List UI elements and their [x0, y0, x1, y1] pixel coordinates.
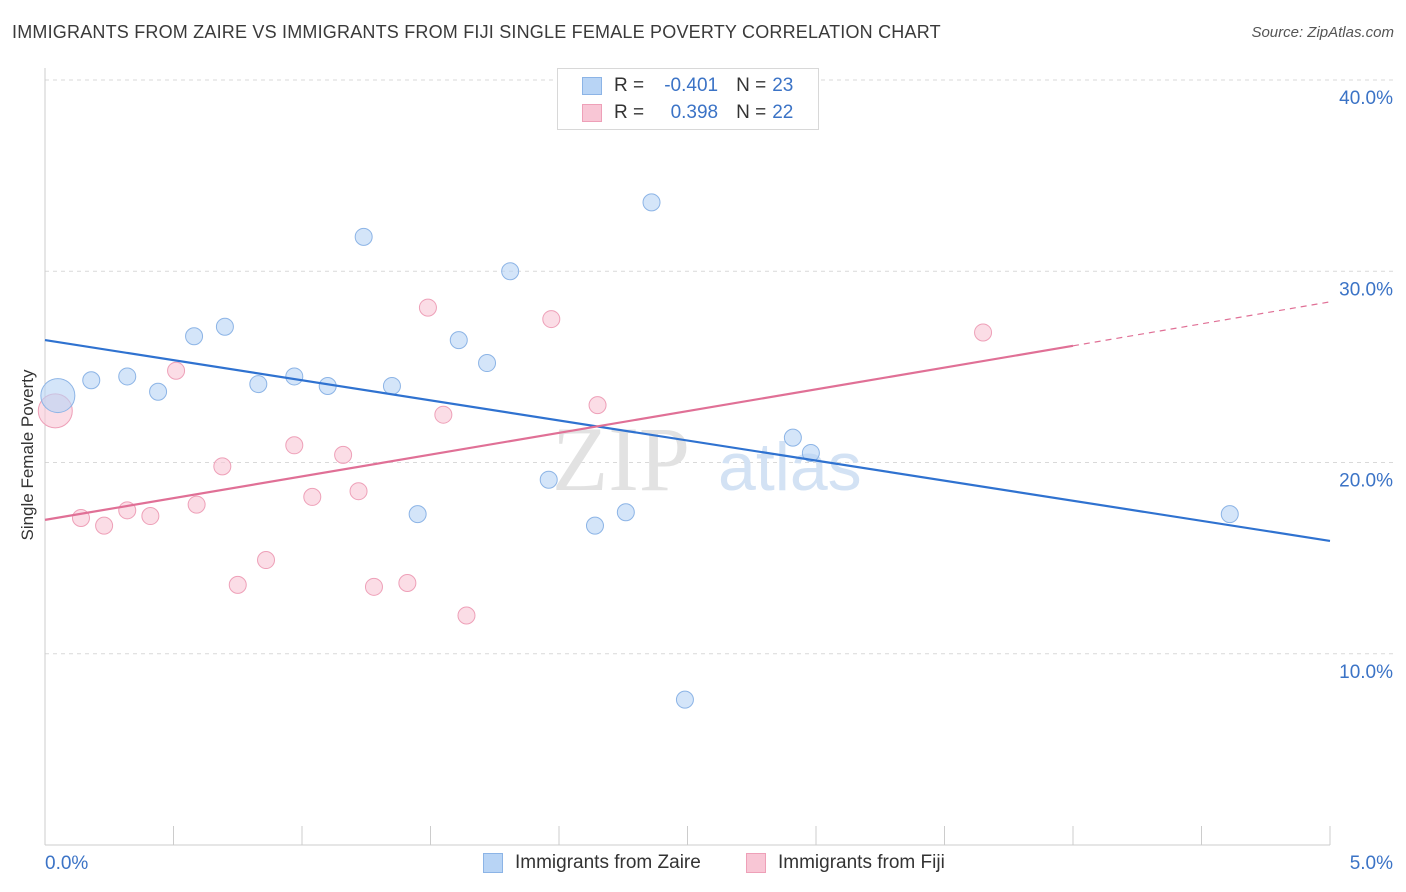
legend-n-label-zaire: N =: [736, 75, 767, 96]
fiji-point: [141, 507, 160, 526]
source-label: Source: ZipAtlas.com: [1251, 24, 1394, 41]
zaire-point: [501, 262, 520, 281]
correlation-legend: R = -0.401 N = 23 R = 0.398 N = 22: [557, 68, 819, 130]
bottom-legend-label-zaire: Immigrants from Zaire: [515, 852, 701, 873]
zaire-point: [801, 443, 820, 462]
chart-title: IMMIGRANTS FROM ZAIRE VS IMMIGRANTS FROM…: [12, 22, 941, 42]
zaire-point: [408, 505, 427, 524]
zaire-point: [539, 470, 558, 489]
bottom-legend-swatch-fiji: [746, 853, 766, 873]
fiji-point: [187, 495, 206, 514]
legend-swatch-fiji: [582, 104, 602, 122]
fiji-point: [167, 361, 186, 380]
fiji-point: [588, 396, 607, 415]
fiji-point: [95, 516, 114, 535]
zaire-point: [382, 377, 401, 395]
fiji-point: [349, 482, 368, 501]
fiji-point: [457, 606, 476, 625]
fiji-point: [213, 457, 232, 476]
trend-line-fiji-extension: [1072, 301, 1331, 347]
legend-r-label-fiji: R =: [614, 102, 645, 123]
zaire-point: [149, 382, 168, 401]
tick-labels: 10.0% 20.0% 30.0% 40.0% 0.0% 5.0%: [45, 88, 1393, 874]
legend-swatch-zaire: [582, 77, 602, 95]
grid-lines: [45, 79, 1395, 655]
fiji-point: [257, 551, 276, 570]
zaire-point: [185, 327, 204, 346]
zaire-point: [675, 690, 694, 709]
legend-r-label-zaire: R =: [614, 75, 645, 96]
y-tick-label: 30.0%: [1339, 279, 1393, 300]
zaire-point: [585, 516, 604, 535]
zaire-point: [449, 331, 468, 350]
fiji-point: [303, 487, 322, 506]
watermark: ZIP atlas: [552, 408, 862, 510]
legend-row-zaire: R = -0.401 N = 23: [582, 74, 793, 98]
fiji-point: [228, 575, 247, 594]
bottom-legend-swatch-zaire: [483, 853, 503, 873]
fiji-point: [364, 577, 383, 596]
bottom-legend-zaire: Immigrants from Zaire: [483, 852, 701, 874]
trend-lines: [44, 301, 1331, 542]
trend-line-zaire: [44, 339, 1331, 542]
fiji-point: [418, 298, 437, 317]
fiji-point: [334, 445, 353, 464]
zaire-point: [285, 367, 304, 386]
legend-row-fiji: R = 0.398 N = 22: [582, 101, 793, 125]
legend-n-value-fiji: 22: [772, 102, 794, 123]
zaire-point: [215, 317, 234, 336]
legend-r-value-fiji: 0.398: [670, 102, 719, 123]
bottom-legend-label-fiji: Immigrants from Fiji: [778, 852, 945, 873]
zaire-point: [249, 375, 268, 394]
axes: [44, 68, 1331, 846]
zaire-point: [354, 227, 373, 246]
fiji-point: [974, 323, 993, 342]
fiji-point: [285, 436, 304, 455]
y-tick-label: 40.0%: [1339, 88, 1393, 109]
zaire-point: [616, 503, 635, 522]
legend-n-value-zaire: 23: [772, 75, 794, 96]
zaire-point: [118, 367, 137, 386]
fiji-point: [398, 573, 417, 592]
trend-line-fiji: [44, 344, 1074, 521]
zaire-point: [40, 378, 76, 414]
fiji-point: [542, 310, 561, 329]
x-tick-label-min: 0.0%: [45, 853, 88, 874]
zaire-point: [478, 354, 497, 373]
zaire-point: [783, 428, 802, 447]
zaire-point: [82, 371, 101, 390]
legend-n-label-fiji: N =: [736, 102, 767, 123]
y-axis-label: Single Female Poverty: [18, 369, 37, 541]
fiji-point: [434, 405, 453, 424]
y-tick-label: 20.0%: [1339, 471, 1393, 492]
series-zaire-points: [40, 193, 1239, 709]
watermark-zip: ZIP: [552, 408, 690, 510]
bottom-legend-fiji: Immigrants from Fiji: [746, 852, 945, 874]
x-tick-label-max: 5.0%: [1350, 853, 1393, 874]
y-tick-label: 10.0%: [1339, 662, 1393, 683]
legend-r-value-zaire: -0.401: [664, 75, 719, 96]
zaire-point: [642, 193, 661, 212]
zaire-point: [1220, 505, 1239, 524]
